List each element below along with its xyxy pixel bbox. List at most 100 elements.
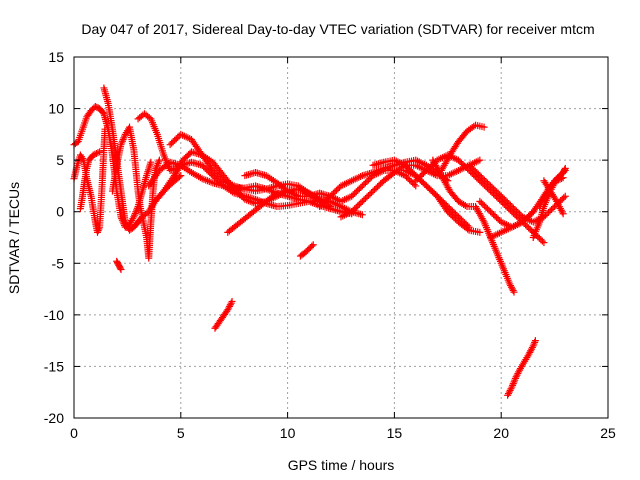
data-point [522, 221, 530, 229]
data-point [548, 206, 556, 214]
data-point [320, 198, 328, 206]
data-point [529, 342, 537, 350]
data-point [488, 209, 496, 217]
y-axis-label: SDTVAR / TECUs [6, 182, 22, 294]
x-tick-label: 25 [600, 425, 616, 441]
data-point [331, 188, 339, 196]
data-point [117, 213, 125, 221]
data-point [506, 386, 514, 394]
data-point [526, 211, 534, 219]
data-point [427, 162, 435, 170]
data-point [503, 198, 511, 206]
data-point [204, 167, 212, 175]
series-arc-n [296, 241, 317, 260]
data-point [515, 368, 523, 376]
data-point [119, 136, 127, 144]
data-point [361, 179, 369, 187]
data-point [464, 225, 472, 233]
data-point [92, 149, 100, 157]
data-point [201, 164, 209, 172]
data-point [95, 225, 103, 233]
data-point [560, 194, 568, 202]
data-point [348, 208, 356, 216]
data-point [540, 239, 548, 247]
data-point [537, 236, 545, 244]
data-point [479, 200, 487, 208]
x-tick-label: 15 [387, 425, 403, 441]
data-point [358, 182, 366, 190]
data-point [508, 383, 516, 391]
x-tick-label: 10 [280, 425, 296, 441]
y-tick-label: 0 [56, 204, 64, 220]
data-point [480, 176, 488, 184]
data-point [468, 164, 476, 172]
y-tick-label: 5 [56, 152, 64, 168]
data-point [516, 210, 524, 218]
data-point [410, 180, 418, 188]
data-point [422, 166, 430, 174]
data-point [558, 195, 566, 203]
data-point [480, 202, 488, 210]
data-point [509, 381, 517, 389]
data-point [404, 175, 412, 183]
data-point [326, 192, 334, 200]
x-axis-label: GPS time / hours [288, 457, 395, 473]
data-point [349, 206, 357, 214]
data-point [209, 172, 217, 180]
series-arc-t [429, 156, 518, 296]
data-point [407, 178, 415, 186]
data-point [487, 208, 495, 216]
data-point [528, 209, 536, 217]
data-point [541, 211, 549, 219]
data-point [174, 133, 182, 141]
data-point [155, 156, 163, 164]
data-point [421, 168, 429, 176]
series-arc-j [151, 158, 356, 218]
data-point [482, 178, 490, 186]
data-point [553, 177, 561, 185]
data-point [507, 282, 515, 290]
data-point [369, 187, 377, 195]
data-point [357, 183, 365, 191]
data-point [448, 212, 456, 220]
data-point [169, 138, 177, 146]
data-point [510, 288, 518, 296]
data-point [166, 141, 174, 149]
data-point [424, 165, 432, 173]
data-point [496, 191, 504, 199]
data-point [224, 306, 232, 314]
data-point [505, 388, 513, 396]
data-point [536, 201, 544, 209]
data-point [371, 186, 379, 194]
data-point [559, 210, 567, 218]
data-point [511, 376, 519, 384]
data-point [447, 211, 455, 219]
series-arc-x [487, 208, 537, 241]
data-point [153, 161, 161, 169]
series-arc-m [211, 297, 236, 332]
data-point [133, 206, 141, 214]
data-point [531, 337, 539, 345]
data-points [70, 84, 569, 399]
data-point [79, 154, 87, 162]
data-point [506, 201, 514, 209]
y-tick-label: 15 [48, 49, 64, 65]
data-point [351, 189, 359, 197]
data-point [511, 206, 519, 214]
data-point [485, 206, 493, 214]
data-point [461, 202, 469, 210]
data-point [470, 122, 478, 130]
data-point [132, 208, 140, 216]
data-point [316, 203, 324, 211]
data-point [559, 174, 567, 182]
data-point [154, 160, 162, 168]
data-point [225, 304, 233, 312]
data-point [375, 181, 383, 189]
data-point [226, 301, 234, 309]
data-point [477, 199, 485, 207]
data-point [507, 385, 515, 393]
data-point [429, 188, 437, 196]
data-point [493, 188, 501, 196]
data-point [522, 215, 530, 223]
